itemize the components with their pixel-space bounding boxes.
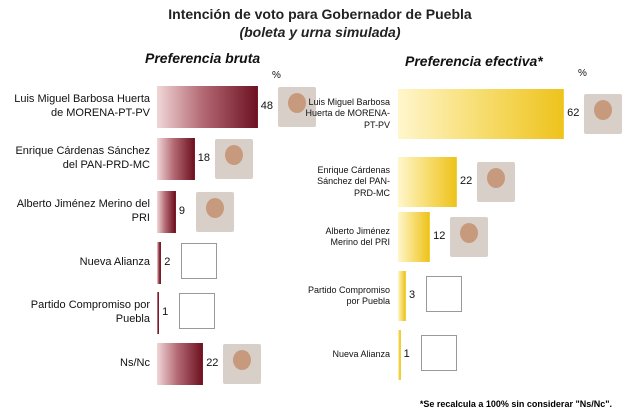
panel-title: Preferencia bruta (145, 50, 261, 66)
photo (584, 94, 623, 134)
category-label: Ns/Nc (120, 357, 150, 370)
category-label: Partido Compromiso por Puebla (30, 299, 150, 325)
category-label: Nueva Alianza (332, 349, 390, 360)
photo (195, 192, 234, 232)
bar (157, 343, 204, 385)
bar (157, 191, 176, 233)
bar (398, 271, 407, 321)
logo (181, 243, 218, 279)
bar (157, 138, 195, 180)
value-label: 3 (409, 289, 416, 301)
value-label: 48 (260, 100, 274, 112)
category-label: Luis Miguel Barbosa Huerta de MORENA-PT-… (305, 97, 390, 130)
value-label: 1 (162, 306, 169, 318)
logo (420, 335, 457, 371)
unit-label: % (578, 68, 587, 79)
category-label: Enrique Cárdenas Sánchez del PAN-PRD-MC (317, 165, 390, 198)
photo (277, 87, 316, 127)
bar (157, 292, 160, 334)
bar (398, 330, 401, 380)
value-label: 18 (197, 152, 211, 164)
unit-label: % (272, 70, 281, 81)
value-label: 12 (433, 230, 446, 242)
bar (157, 86, 258, 128)
chart-subtitle: (boleta y urna simulada) (239, 24, 401, 40)
photo (223, 344, 262, 384)
category-label: Alberto Jiménez Merino del PRI (16, 198, 150, 224)
category-label: Nueva Alianza (79, 256, 150, 269)
chart-title: Intención de voto para Gobernador de Pue… (168, 6, 472, 22)
category-label: Luis Miguel Barbosa Huerta de MORENA-PT-… (14, 93, 150, 119)
photo (214, 139, 253, 179)
category-label: Enrique Cárdenas Sánchez del PAN-PRD-MC (15, 145, 150, 171)
value-label: 22 (459, 175, 473, 187)
photo (450, 217, 489, 257)
footnote: *Se recalcula a 100% sin considerar "Ns/… (419, 399, 612, 409)
value-label: 9 (178, 205, 186, 217)
bar (157, 242, 162, 284)
bar (398, 212, 431, 262)
photo (476, 162, 515, 202)
value-label: 2 (164, 256, 171, 268)
logo (426, 276, 463, 312)
category-label: Alberto Jiménez Merino del PRI (325, 225, 390, 247)
panel-title: Preferencia efectiva* (405, 53, 543, 69)
value-label: 62 (567, 107, 580, 119)
bar (398, 89, 565, 139)
bar (398, 157, 457, 207)
value-label: 1 (403, 348, 410, 360)
category-label: Partido Compromiso por Puebla (307, 284, 390, 306)
value-label: 22 (206, 357, 219, 369)
logo (179, 293, 216, 329)
